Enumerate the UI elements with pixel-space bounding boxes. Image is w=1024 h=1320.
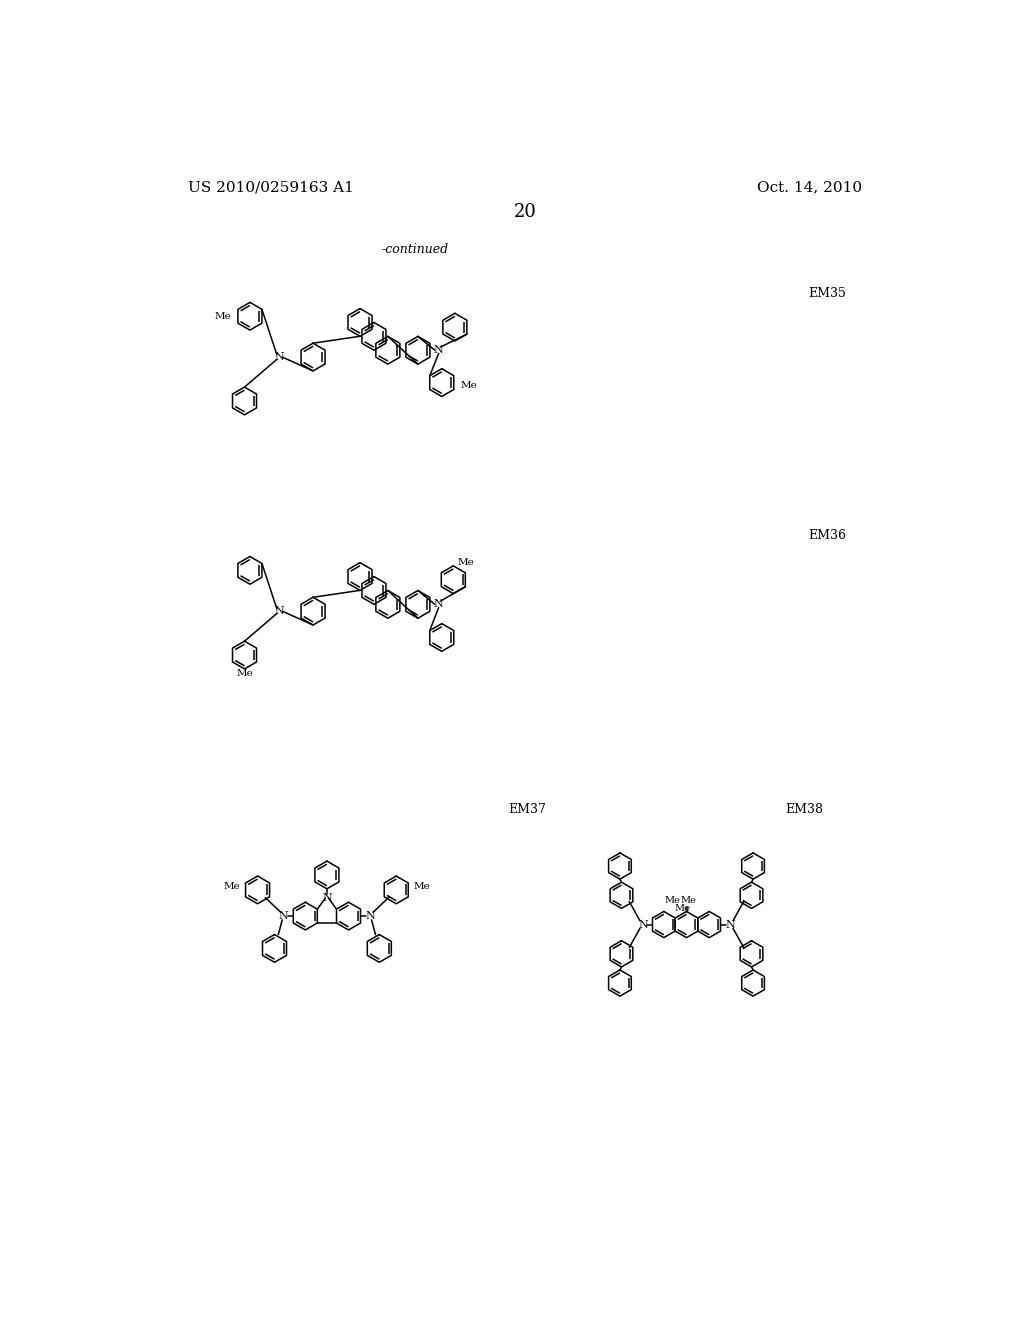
Text: US 2010/0259163 A1: US 2010/0259163 A1 — [188, 181, 354, 194]
Text: EM36: EM36 — [808, 529, 846, 543]
Text: Me: Me — [675, 904, 690, 913]
Text: Me: Me — [237, 669, 254, 678]
Text: Me: Me — [460, 381, 477, 391]
Text: Me: Me — [457, 557, 474, 566]
Text: N: N — [274, 352, 284, 362]
Text: N: N — [638, 920, 648, 929]
Text: Me: Me — [665, 896, 681, 906]
Text: Me: Me — [224, 882, 241, 891]
Text: Oct. 14, 2010: Oct. 14, 2010 — [757, 181, 862, 194]
Text: 20: 20 — [513, 203, 537, 222]
Text: N: N — [366, 911, 375, 921]
Text: N: N — [322, 894, 332, 903]
Text: N: N — [725, 920, 735, 929]
Text: N: N — [279, 911, 289, 921]
Text: Me: Me — [680, 896, 696, 906]
Text: EM37: EM37 — [508, 803, 546, 816]
Text: -continued: -continued — [382, 243, 449, 256]
Text: Me: Me — [215, 312, 231, 321]
Text: N: N — [274, 606, 284, 616]
Text: EM38: EM38 — [785, 803, 823, 816]
Text: N: N — [433, 599, 442, 610]
Text: EM35: EM35 — [808, 286, 846, 300]
Text: N: N — [433, 346, 442, 355]
Text: Me: Me — [414, 882, 430, 891]
